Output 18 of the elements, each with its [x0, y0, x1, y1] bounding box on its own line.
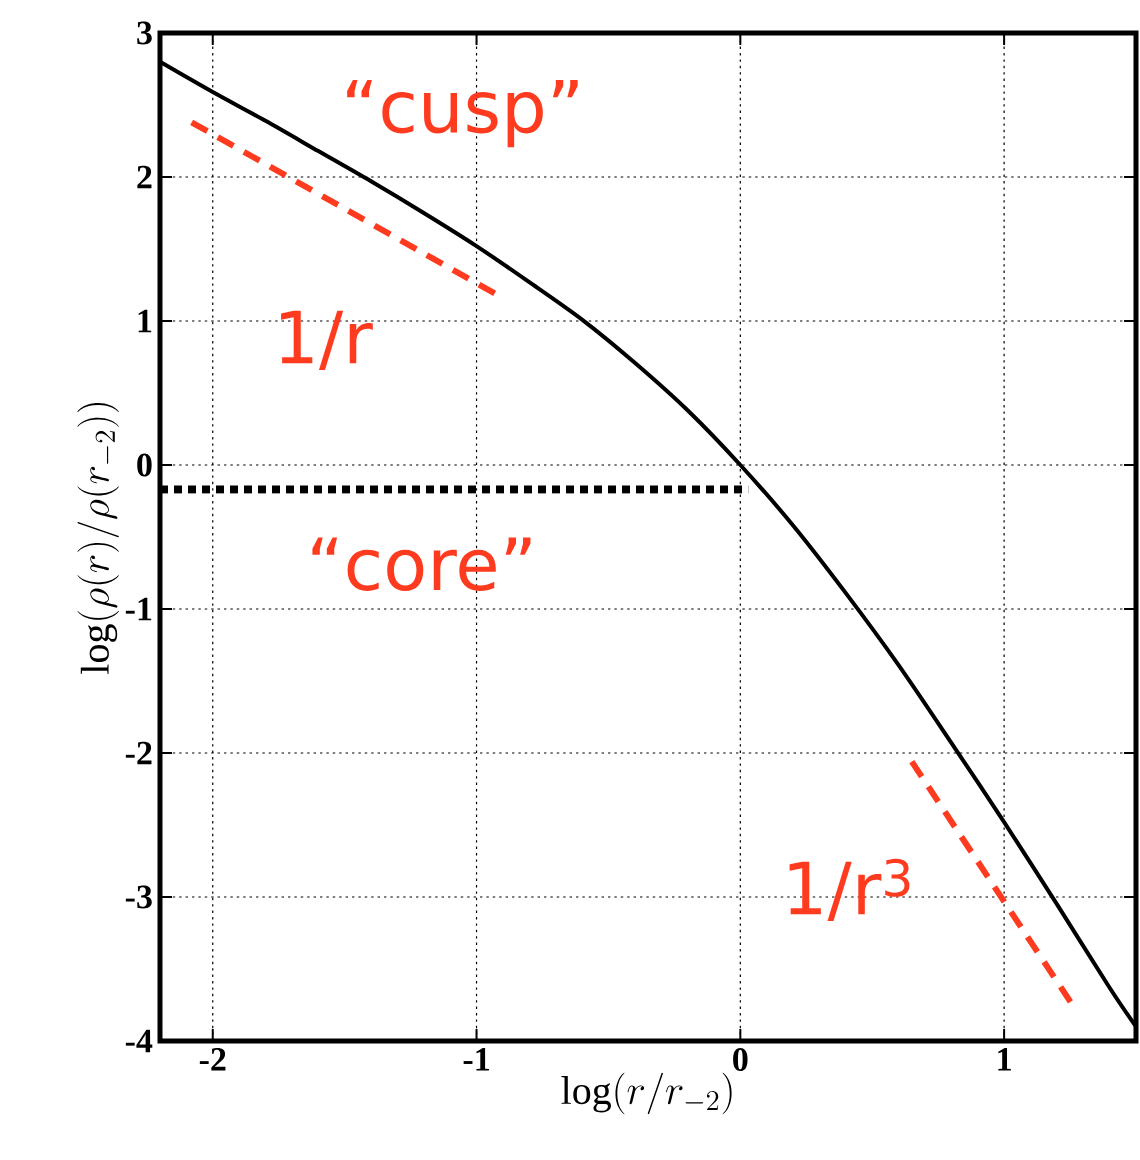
y-axis-title: $\log(\rho(r)/\rho(r_{-2}))$: [77, 403, 119, 674]
x-tick-label: -2: [199, 1048, 226, 1071]
y-tick-label: 3: [137, 21, 152, 45]
y-tick-label: 1: [138, 309, 152, 333]
y-tick-label: -1: [125, 597, 152, 621]
y-tick-label: -4: [125, 1029, 153, 1053]
annotation: 1/r$^{3}$: [789, 858, 910, 921]
x-tick-label: 0: [733, 1048, 748, 1072]
y-tick-label: 0: [137, 453, 152, 477]
annotation: “core”: [312, 537, 531, 591]
x-axis-title: $\log(r/r_{-2})$: [561, 1072, 732, 1115]
annotation: “cusp”: [347, 79, 578, 148]
x-tick-label: -1: [463, 1048, 489, 1071]
y-tick-label: -2: [125, 741, 152, 765]
y-tick-label: -3: [125, 885, 152, 909]
annotation: 1/r: [281, 310, 373, 371]
y-tick-label: 2: [137, 165, 152, 189]
x-tick-label: 1: [998, 1048, 1011, 1071]
